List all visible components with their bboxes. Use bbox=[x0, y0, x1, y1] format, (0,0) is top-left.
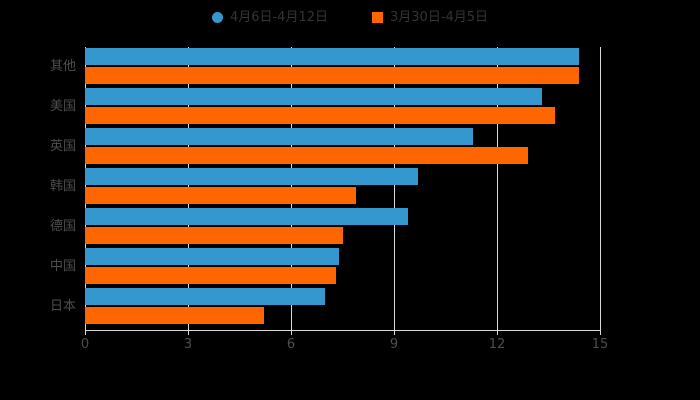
bar-series-2[interactable] bbox=[85, 67, 580, 84]
bar-row bbox=[85, 247, 600, 287]
legend-square-marker-icon bbox=[372, 11, 383, 23]
plot-area bbox=[85, 47, 601, 330]
y-axis-label: 英国 bbox=[49, 139, 76, 154]
x-axis-tick bbox=[394, 330, 395, 335]
legend-item-series-2[interactable]: 3月30日-4月5日 bbox=[372, 11, 488, 24]
bar-series-2[interactable] bbox=[85, 107, 556, 124]
legend-circle-marker-icon bbox=[211, 11, 223, 23]
bar-series-1[interactable] bbox=[85, 208, 408, 225]
y-axis-label: 日本 bbox=[49, 299, 76, 314]
bar-row bbox=[85, 47, 600, 87]
x-axis-tick-label: 15 bbox=[591, 337, 609, 352]
bar-series-1[interactable] bbox=[85, 168, 419, 185]
bar-row bbox=[85, 127, 600, 167]
y-axis-label: 中国 bbox=[49, 259, 76, 274]
x-axis-tick-label: 0 bbox=[80, 337, 90, 352]
legend-label-series-2: 3月30日-4月5日 bbox=[390, 9, 489, 25]
bar-series-1[interactable] bbox=[85, 88, 542, 105]
x-axis-tick-label: 9 bbox=[389, 337, 399, 352]
x-axis-line bbox=[85, 330, 600, 331]
x-axis-tick-label: 12 bbox=[488, 337, 506, 352]
bar-series-2[interactable] bbox=[85, 227, 343, 244]
bar-series-1[interactable] bbox=[85, 288, 326, 305]
x-axis-tick bbox=[85, 330, 86, 335]
gridline bbox=[394, 47, 395, 330]
bar-series-2[interactable] bbox=[85, 307, 264, 324]
bar-series-2[interactable] bbox=[85, 147, 528, 164]
bar-series-1[interactable] bbox=[85, 248, 340, 265]
bar-row bbox=[85, 167, 600, 207]
bar-row bbox=[85, 287, 600, 327]
gridline bbox=[497, 47, 498, 330]
x-axis-tick bbox=[188, 330, 189, 335]
bar-series-2[interactable] bbox=[85, 267, 336, 284]
gridline bbox=[600, 47, 601, 330]
y-axis-label: 其他 bbox=[49, 59, 76, 74]
x-axis: 0 3 6 9 12 15 bbox=[81, 330, 608, 360]
x-axis-tick bbox=[600, 330, 601, 335]
bar-series-1[interactable] bbox=[85, 128, 473, 145]
y-axis-label: 韩国 bbox=[49, 179, 76, 194]
bar-row bbox=[85, 87, 600, 127]
bar-series-2[interactable] bbox=[85, 187, 357, 204]
bar-row bbox=[85, 207, 600, 247]
legend-label-series-1: 4月6日-4月12日 bbox=[229, 9, 328, 25]
x-axis-tick bbox=[497, 330, 498, 335]
x-axis-tick bbox=[291, 330, 292, 335]
x-axis-tick-label: 3 bbox=[183, 337, 193, 352]
bar-series-1[interactable] bbox=[85, 48, 580, 65]
y-axis-label: 美国 bbox=[49, 99, 76, 114]
legend-item-series-1[interactable]: 4月6日-4月12日 bbox=[211, 9, 328, 25]
y-axis-labels: 其他 美国 英国 韩国 德国 中国 日本 bbox=[0, 47, 76, 330]
chart-legend: 4月6日-4月12日 3月30日-4月5日 bbox=[0, 0, 700, 34]
y-axis-label: 德国 bbox=[49, 219, 76, 234]
x-axis-tick-label: 6 bbox=[286, 337, 296, 352]
